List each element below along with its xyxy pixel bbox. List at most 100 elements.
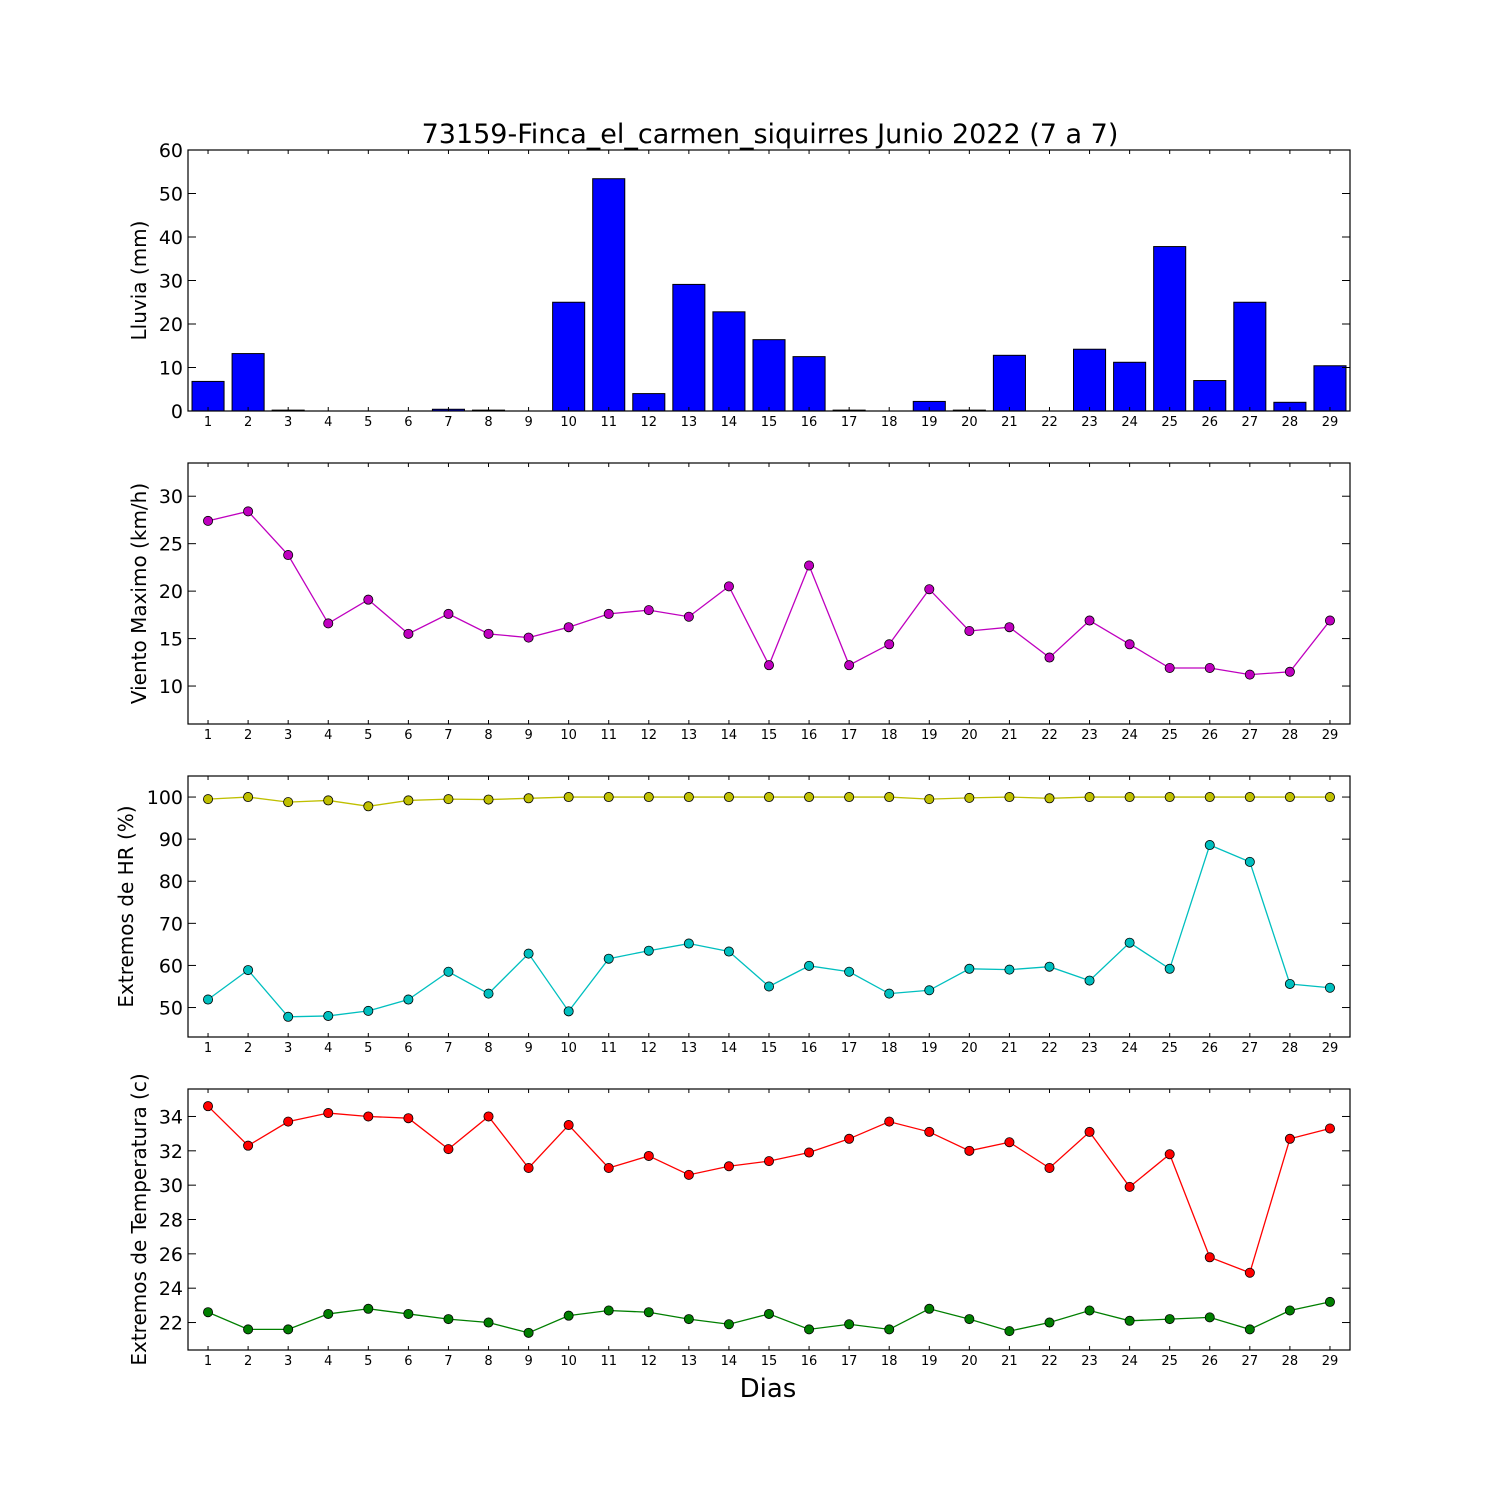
viento-series-0-point-day-10: [563, 622, 574, 633]
x-tick-label-25: 25: [1161, 728, 1178, 743]
bar-day-2: [231, 353, 265, 412]
temperatura-series-0-point-day-14: [723, 1161, 734, 1172]
hr-series-1-point-day-26: [1204, 840, 1215, 851]
x-tick-label-18: 18: [881, 1041, 898, 1056]
viento-series-0-point-day-19: [924, 584, 935, 595]
x-tick-label-11: 11: [600, 728, 617, 743]
hr-series-1-point-day-10: [563, 1006, 574, 1017]
bar-day-29: [1313, 365, 1347, 412]
temperatura-series-0-point-day-9: [523, 1162, 534, 1173]
hr-series-0-point-day-22: [1044, 793, 1055, 804]
y-tick-label-34: 34: [159, 1106, 183, 1128]
hr-series-0-point-day-10: [563, 792, 574, 803]
x-tick-label-3: 3: [284, 728, 292, 743]
y-tick-label-10: 10: [159, 676, 183, 698]
hr-series-1-point-day-5: [363, 1005, 374, 1016]
hr-series-0-point-day-19: [924, 794, 935, 805]
viento-series-0-point-day-8: [483, 628, 494, 639]
hr-series-0-point-day-12: [643, 792, 654, 803]
x-tick-label-24: 24: [1121, 728, 1138, 743]
x-tick-label-5: 5: [364, 1041, 372, 1056]
temperatura-series-0-point-day-26: [1204, 1252, 1215, 1263]
x-tick-label-5: 5: [364, 1354, 372, 1369]
x-tick-label-24: 24: [1121, 1041, 1138, 1056]
x-tick-label-28: 28: [1282, 415, 1299, 430]
temperatura-series-1-point-day-27: [1244, 1324, 1255, 1335]
x-tick-label-2: 2: [244, 1041, 252, 1056]
y-tick-label-70: 70: [159, 913, 183, 935]
x-tick-label-14: 14: [721, 728, 738, 743]
hr-series-1-point-day-12: [643, 945, 654, 956]
y-tick-label-22: 22: [159, 1313, 183, 1335]
viento-series-0-point-day-21: [1004, 622, 1015, 633]
temperatura-series-1-point-day-1: [203, 1307, 214, 1318]
chart-title: 73159-Finca_el_carmen_siquirres Junio 20…: [422, 119, 1119, 150]
temperatura-series-1-point-day-24: [1124, 1315, 1135, 1326]
temperatura-series-1-point-day-26: [1204, 1312, 1215, 1323]
x-tick-label-26: 26: [1201, 1041, 1218, 1056]
temperatura-series-1-point-day-3: [283, 1324, 294, 1335]
x-tick-label-23: 23: [1081, 728, 1098, 743]
temperatura-series-0-point-day-27: [1244, 1267, 1255, 1278]
x-tick-label-27: 27: [1242, 1354, 1259, 1369]
hr-series-1-point-day-23: [1084, 975, 1095, 986]
x-tick-label-19: 19: [921, 1041, 938, 1056]
temperatura-series-1-point-day-13: [683, 1314, 694, 1325]
x-tick-label-2: 2: [244, 728, 252, 743]
x-tick-label-11: 11: [600, 1041, 617, 1056]
bar-day-23: [1073, 348, 1107, 412]
hr-series-1-point-day-17: [844, 966, 855, 977]
hr-series-0-point-day-27: [1244, 792, 1255, 803]
hr-series-0-point-day-13: [683, 792, 694, 803]
temperatura-series-1-point-day-7: [443, 1314, 454, 1325]
hr-series-1-point-day-11: [603, 953, 614, 964]
hr-series-0-point-day-15: [764, 792, 775, 803]
x-tick-label-17: 17: [841, 728, 858, 743]
panels: 1 2 3 4 5 6 7 8 9 10 11 12 13 14 15 16 17 18 19 20 21 22 23 24 2…: [114, 140, 1351, 1369]
x-tick-label-10: 10: [560, 728, 577, 743]
viento-series-0-point-day-26: [1204, 663, 1215, 674]
y-tick-label-60: 60: [159, 955, 183, 977]
x-tick-label-7: 7: [444, 415, 452, 430]
hr-series-1-point-day-19: [924, 985, 935, 996]
viento-series-0-point-day-14: [723, 581, 734, 592]
x-tick-label-18: 18: [881, 1354, 898, 1369]
y-tick-label-100: 100: [147, 787, 183, 809]
hr-series-0-point-day-16: [804, 792, 815, 803]
y-tick-label-50: 50: [159, 998, 183, 1020]
temperatura-series-1-point-day-22: [1044, 1317, 1055, 1328]
x-tick-label-24: 24: [1121, 1354, 1138, 1369]
bar-day-26: [1193, 380, 1227, 412]
x-tick-label-16: 16: [801, 728, 818, 743]
x-tick-label-9: 9: [524, 1041, 532, 1056]
temperatura-series-0-point-day-18: [884, 1116, 895, 1127]
x-tick-label-6: 6: [404, 1354, 412, 1369]
hr-series-0-point-day-6: [403, 795, 414, 806]
x-tick-label-1: 1: [204, 1354, 212, 1369]
x-tick-label-13: 13: [681, 728, 698, 743]
temperatura-series-0-point-day-4: [323, 1108, 334, 1119]
hr-series-1-point-day-9: [523, 948, 534, 959]
bar-day-14: [712, 311, 746, 412]
x-tick-label-19: 19: [921, 1354, 938, 1369]
x-tick-label-2: 2: [244, 415, 252, 430]
temperatura-series-0-point-day-19: [924, 1126, 935, 1137]
hr-series-0-point-day-26: [1204, 792, 1215, 803]
viento-series-0-point-day-25: [1164, 663, 1175, 674]
x-tick-label-21: 21: [1001, 1354, 1018, 1369]
y-tick-label-60: 60: [159, 140, 183, 162]
hr-series-1-point-day-24: [1124, 937, 1135, 948]
y-tick-label-10: 10: [159, 358, 183, 380]
y-axis-label-viento: Viento Maximo (km/h): [127, 483, 151, 704]
hr-series-0-point-day-29: [1324, 792, 1335, 803]
temperatura-series-0-point-day-22: [1044, 1162, 1055, 1173]
x-tick-label-8: 8: [484, 415, 492, 430]
x-tick-label-17: 17: [841, 1354, 858, 1369]
y-tick-label-20: 20: [159, 314, 183, 336]
panel-temperatura: 1 2 3 4 5 6 7 8 9 10 11 12 13 14 15 16 17 18 19 20 21 22 23 24 2…: [127, 1073, 1351, 1369]
x-tick-label-26: 26: [1201, 415, 1218, 430]
x-tick-label-3: 3: [284, 415, 292, 430]
x-tick-label-1: 1: [204, 1041, 212, 1056]
hr-series-1-point-day-15: [764, 981, 775, 992]
